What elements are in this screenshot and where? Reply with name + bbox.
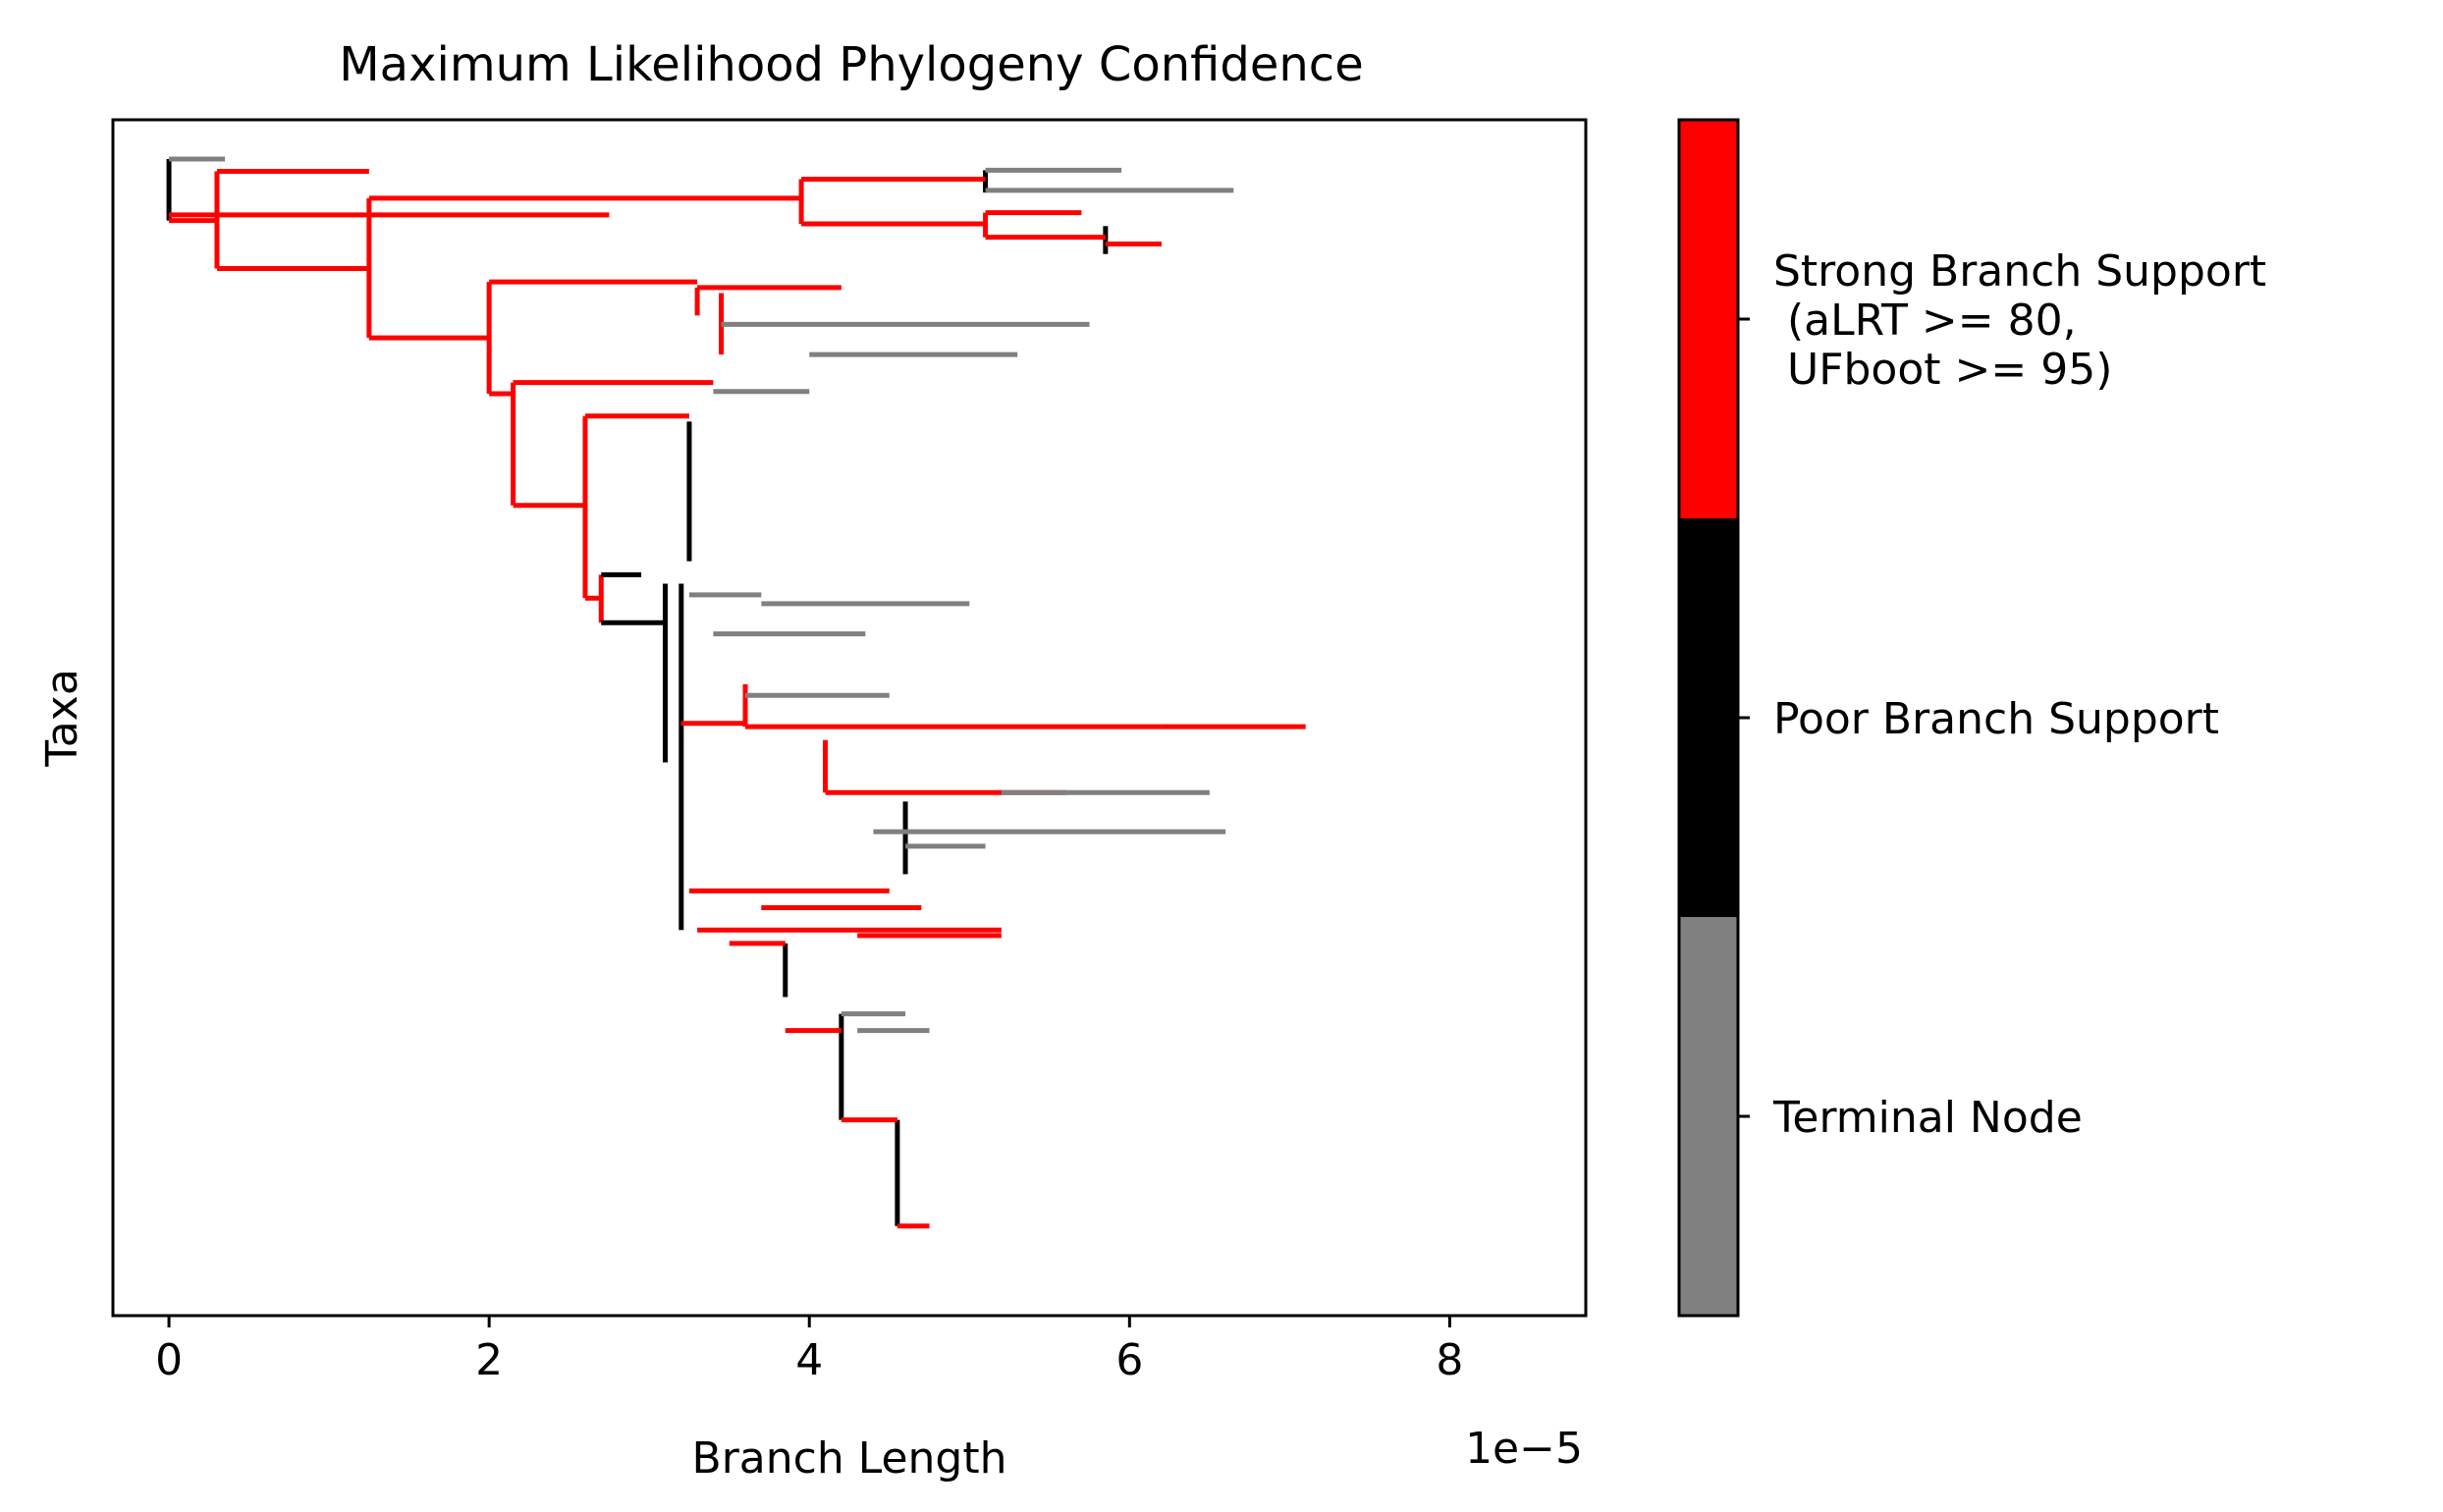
x-tick-label: 2: [475, 1335, 503, 1385]
colorbar-frame: [1677, 118, 1740, 1318]
colorbar-label-strong: Strong Branch Support (aLRT >= 80, UFboo…: [1773, 246, 2266, 395]
x-tick-label: 0: [155, 1335, 183, 1385]
y-axis-label: Taxa: [37, 669, 87, 768]
colorbar-label-poor: Poor Branch Support: [1773, 694, 2219, 744]
plot-frame: [111, 118, 1588, 1318]
x-tick-label: 6: [1115, 1335, 1143, 1385]
x-tick-label: 4: [795, 1335, 823, 1385]
colorbar-segment-strong: [1679, 120, 1738, 518]
colorbar-label-terminal: Terminal Node: [1772, 1093, 2083, 1143]
x-tick-label: 8: [1436, 1335, 1463, 1385]
x-axis-ticks: 0 2 4 6 8: [155, 1316, 1463, 1385]
tree-branches: [166, 156, 1306, 1229]
chart-title: Maximum Likelihood Phylogeny Confidence: [339, 37, 1363, 92]
colorbar-segment-poor: [1679, 518, 1738, 917]
colorbar-segment-terminal: [1679, 917, 1738, 1316]
x-axis-offset-label: 1e−5: [1465, 1424, 1583, 1474]
x-axis-label: Branch Length: [692, 1433, 1007, 1484]
colorbar: Terminal Node Poor Branch Support Strong B…: [1677, 118, 2266, 1318]
